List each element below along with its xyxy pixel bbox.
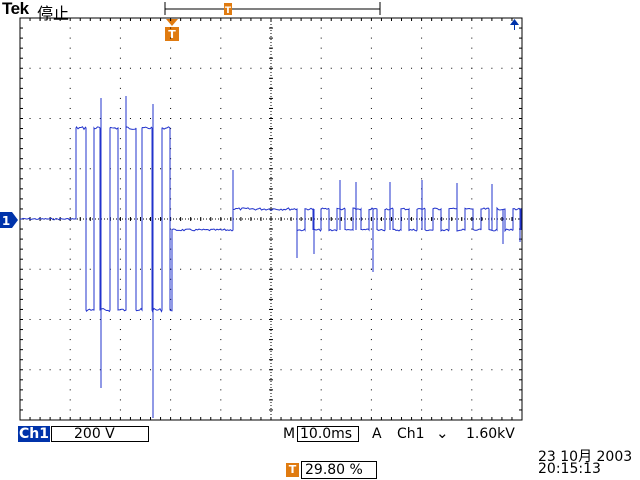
timebase-prefix: M [283, 426, 296, 442]
trigger-level-arrow [510, 19, 519, 25]
trigger-source[interactable]: Ch1 [397, 426, 425, 442]
trigger-mode: A [372, 426, 382, 442]
tek-logo: Tek [2, 0, 29, 18]
trigger-level-readout[interactable]: 1.60kV [466, 426, 515, 442]
date-readout: 23 10月 2003 [538, 449, 633, 465]
record-trigger-icon: T [224, 3, 232, 16]
graticule [19, 17, 523, 421]
trigger-position-readout[interactable]: 29.80 % [301, 461, 377, 479]
time-readout: 20:15:13 [538, 461, 601, 477]
svg-text:T: T [225, 6, 232, 16]
volts-per-div-readout[interactable]: 200 V [51, 426, 149, 442]
trigger-slope-icon: ⌄ [436, 424, 449, 442]
channel-marker-label: 1 [2, 214, 10, 228]
trigger-marker-label: T [168, 28, 176, 41]
channel-1-marker[interactable]: 1 [0, 212, 18, 228]
trigger-position-marker[interactable]: T [165, 19, 179, 41]
trigger-position-icon: T [286, 463, 299, 477]
record-view-bar: T [164, 2, 381, 16]
ch1-waveform [19, 96, 522, 418]
timebase-readout[interactable]: 10.0ms [297, 426, 359, 442]
channel-readout[interactable]: Ch1 [18, 426, 50, 442]
